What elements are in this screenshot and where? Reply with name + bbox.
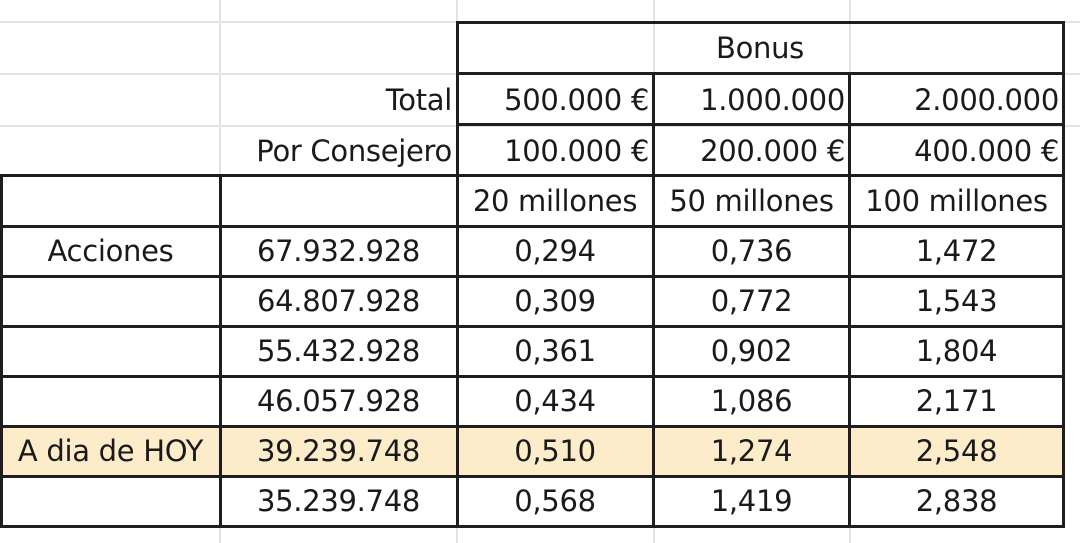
shares-cell[interactable]: 64.807.928 — [256, 283, 421, 318]
ratio-cell[interactable]: 1,804 — [915, 333, 998, 368]
ratio-cell[interactable]: 0,736 — [710, 233, 793, 268]
total-value-cell[interactable]: 500.000 € — [504, 83, 649, 117]
shares-cell[interactable]: 55.432.928 — [256, 333, 421, 368]
bonus-header-cell[interactable]: Bonus — [715, 30, 804, 65]
border-line — [0, 174, 1065, 177]
ratio-cell[interactable]: 0,772 — [710, 283, 793, 318]
ratio-cell[interactable]: 0,510 — [457, 426, 653, 475]
total-label-cell[interactable]: Total — [385, 83, 453, 117]
per-director-label-cell[interactable]: Por Consejero — [256, 133, 452, 168]
per-director-value-cell[interactable]: 200.000 € — [700, 133, 845, 168]
ratio-cell[interactable]: 1,419 — [710, 483, 793, 518]
total-value-cell[interactable]: 2.000.000 — [914, 83, 1059, 117]
border-line — [456, 21, 459, 528]
row-label-cell[interactable]: A dia de HOY — [2, 426, 219, 475]
border-line — [0, 225, 1065, 228]
border-line — [0, 525, 1065, 528]
ratio-cell[interactable]: 0,309 — [514, 283, 596, 318]
row-label-cell[interactable] — [2, 326, 219, 375]
ratio-cell[interactable]: 1,274 — [654, 426, 849, 475]
ratio-cell[interactable]: 0,294 — [514, 233, 596, 268]
shares-cell[interactable]: 46.057.928 — [256, 383, 421, 418]
border-line — [848, 72, 851, 528]
border-line — [1062, 21, 1065, 528]
shares-cell[interactable]: 67.932.928 — [256, 233, 421, 268]
border-line — [652, 72, 655, 528]
ratio-cell[interactable]: 0,361 — [514, 333, 596, 368]
ratio-cell[interactable]: 0,902 — [710, 333, 793, 368]
border-line — [0, 325, 1065, 328]
scenario-header-cell[interactable]: 20 millones — [472, 184, 638, 218]
ratio-cell[interactable]: 2,548 — [850, 426, 1063, 475]
total-value-cell[interactable]: 1.000.000 — [700, 83, 845, 117]
ratio-cell[interactable]: 0,568 — [514, 483, 596, 518]
ratio-cell[interactable]: 2,171 — [915, 383, 998, 418]
border-line — [456, 72, 1065, 75]
border-line — [456, 21, 1065, 24]
row-label-cell[interactable] — [2, 276, 219, 325]
border-line — [0, 425, 1065, 428]
shares-cell[interactable]: 35.239.748 — [256, 483, 421, 518]
scenario-header-cell[interactable]: 100 millones — [865, 184, 1048, 218]
ratio-cell[interactable]: 1,086 — [710, 383, 793, 418]
border-line — [0, 475, 1065, 478]
ratio-cell[interactable]: 2,838 — [915, 483, 998, 518]
border-line — [0, 275, 1065, 278]
gridline — [0, 125, 1080, 127]
shares-cell[interactable]: 39.239.748 — [221, 426, 456, 475]
scenario-header-cell[interactable]: 50 millones — [669, 184, 834, 218]
row-label-cell[interactable] — [2, 376, 219, 425]
ratio-cell[interactable]: 1,543 — [915, 283, 998, 318]
row-label-cell[interactable] — [2, 476, 219, 525]
row-label-cell[interactable]: Acciones — [47, 233, 174, 268]
ratio-cell[interactable]: 0,434 — [514, 383, 596, 418]
border-line — [0, 375, 1065, 378]
border-line — [456, 123, 1065, 126]
ratio-cell[interactable]: 1,472 — [915, 233, 998, 268]
per-director-value-cell[interactable]: 100.000 € — [504, 133, 649, 168]
per-director-value-cell[interactable]: 400.000 € — [914, 133, 1059, 168]
border-line — [219, 174, 222, 528]
border-line — [0, 174, 3, 528]
